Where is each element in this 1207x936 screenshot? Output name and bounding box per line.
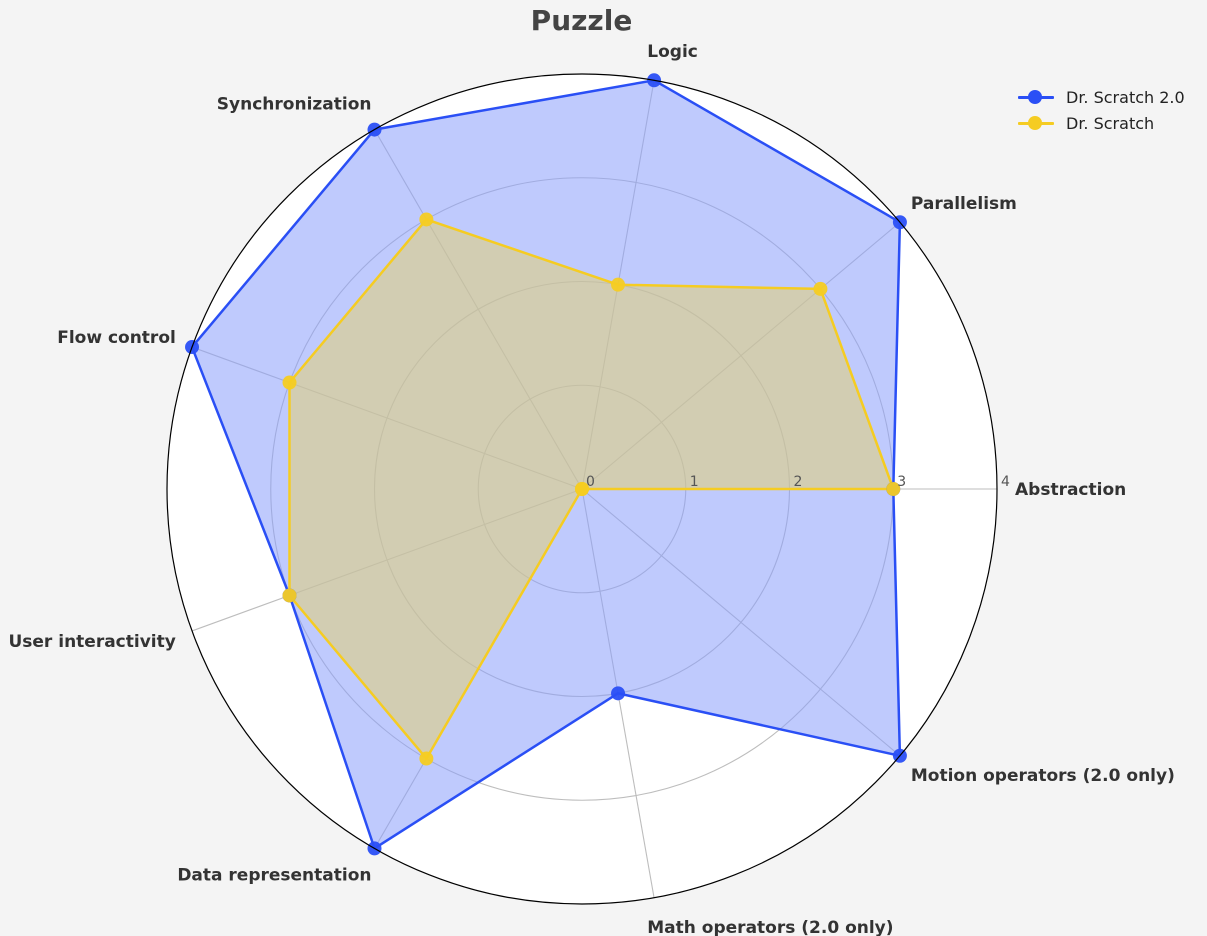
axis-label: Motion operators (2.0 only) — [911, 766, 1175, 786]
axis-label: Data representation — [177, 865, 371, 885]
axis-label: Synchronization — [217, 95, 372, 115]
radial-tick-label: 1 — [690, 474, 699, 490]
series-line — [190, 79, 902, 850]
data-point — [419, 212, 434, 227]
data-point — [575, 482, 589, 496]
legend-label: Dr. Scratch 2.0 — [1066, 87, 1185, 107]
radial-tick-label: 0 — [586, 474, 595, 490]
axis-label: Flow control — [57, 328, 176, 348]
data-point — [611, 686, 626, 701]
radial-tick-label: 3 — [897, 474, 906, 490]
axis-label: User interactivity — [8, 632, 175, 652]
legend-dot — [1028, 116, 1042, 130]
legend: Dr. Scratch 2.0 Dr. Scratch — [1016, 84, 1185, 136]
axis-label: Parallelism — [911, 194, 1017, 214]
data-point — [886, 482, 901, 496]
chart-title: Puzzle — [530, 4, 633, 37]
legend-item-dr-scratch-2: Dr. Scratch 2.0 — [1016, 84, 1185, 110]
legend-item-dr-scratch: Dr. Scratch — [1016, 110, 1185, 136]
data-point — [419, 751, 434, 766]
legend-label: Dr. Scratch — [1066, 113, 1155, 133]
axis-label: Abstraction — [1015, 480, 1126, 500]
radial-tick-label: 4 — [1001, 474, 1010, 490]
data-point — [282, 375, 297, 390]
legend-marker-icon — [1016, 87, 1056, 107]
legend-marker-icon — [1016, 113, 1056, 133]
data-point — [813, 281, 828, 296]
radial-tick-label: 2 — [794, 474, 803, 490]
axis-label: Math operators (2.0 only) — [647, 918, 893, 936]
axis-label: Logic — [647, 42, 698, 62]
data-point — [611, 277, 626, 292]
data-point — [282, 588, 297, 603]
plot-frame — [166, 73, 998, 905]
legend-dot — [1028, 90, 1042, 104]
